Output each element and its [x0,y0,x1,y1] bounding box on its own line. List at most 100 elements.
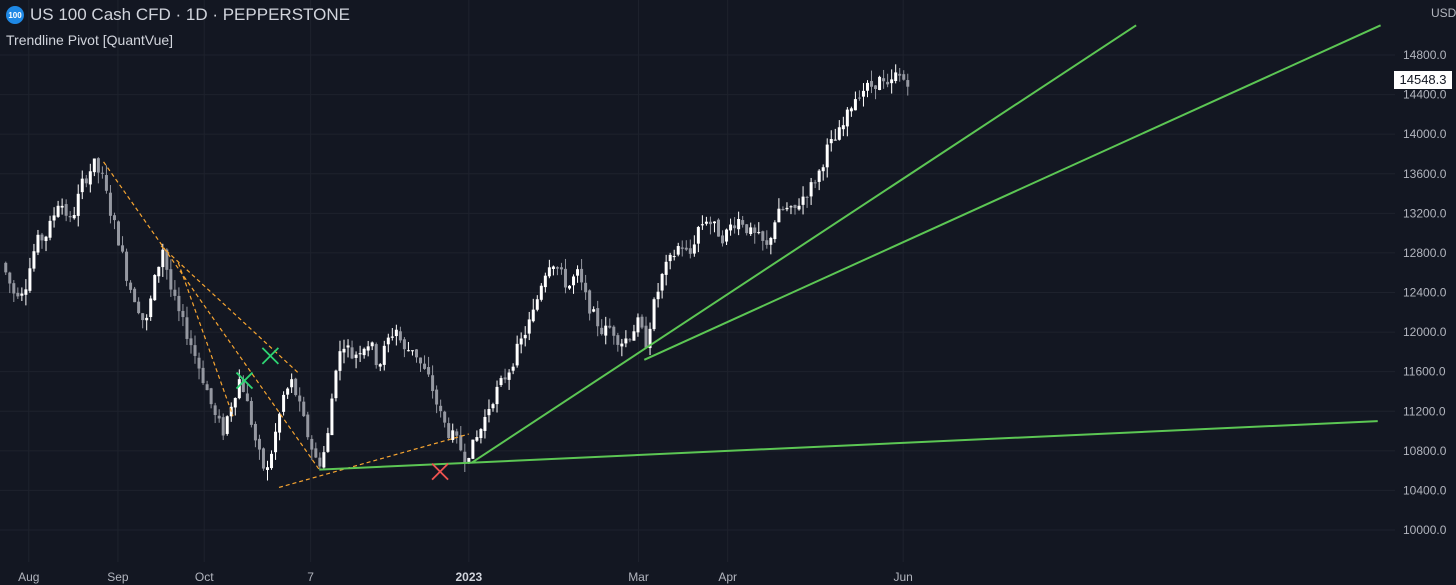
candle-body [793,204,797,208]
candle-body [117,221,121,246]
candle-body [467,457,471,462]
candle-body [410,350,414,352]
currency-label: USD [1431,6,1456,20]
candle-body [519,338,523,345]
candle-body [358,353,362,355]
candle-body [559,267,563,270]
x-tick-label: Mar [628,570,649,584]
y-tick-label: 10400.0 [1403,483,1447,497]
candle-body [721,235,725,244]
x-tick-label: Jun [893,570,912,584]
breakout-trendline [643,24,1382,361]
candle-body [906,80,910,87]
candle-body [539,285,543,300]
candle-body [479,429,483,439]
pivot-trendline [278,433,469,489]
y-tick-label: 14400.0 [1403,88,1447,102]
candle-body [104,175,108,191]
candle-body [523,334,527,339]
candle-body [547,267,551,277]
candle-body [354,354,358,358]
candle-body [898,73,902,76]
candle-body [527,319,531,334]
candle-body [636,317,640,333]
candle-body [511,366,515,371]
chart-title: US 100 Cash CFD · 1D · PEPPERSTONE [30,5,350,24]
candle-body [40,234,44,241]
candle-body [48,220,52,238]
y-tick-label: 14800.0 [1403,48,1447,62]
candle-body [572,276,576,286]
candle-body [608,325,612,328]
candle-body [60,205,64,208]
candle-body [821,167,825,172]
candle-body [96,158,100,173]
candle-body [253,423,257,441]
candle-body [394,329,398,337]
candle-body [181,310,185,318]
candle-body [632,331,636,341]
indicator-label[interactable]: Trendline Pivot [QuantVue] [6,32,174,48]
pivot-trendline [160,245,300,375]
pivot-trendline [177,262,234,417]
candle-body [326,433,330,452]
candle-body [378,364,382,367]
candle-body [471,439,475,459]
candle-body [382,345,386,365]
candle-body [169,269,173,290]
x-tick-label: 7 [307,570,314,584]
candle-body [813,182,817,184]
candle-body [874,85,878,90]
symbol-badge: 100 [6,6,24,24]
candle-body [853,99,857,111]
candle-body [233,398,237,408]
candle-body [704,221,708,224]
marker-stroke [261,347,280,365]
candle-body [568,285,572,289]
candle-body [841,125,845,130]
y-tick-label: 13600.0 [1403,167,1447,181]
candle-body [769,237,773,245]
candle-body [656,291,660,300]
breakout-trendline [319,420,1378,471]
candle-body [92,158,96,173]
candle-body [696,227,700,244]
candle-body [338,351,342,371]
candle-body [278,413,282,433]
candle-body [555,267,559,269]
candle-body [145,317,149,321]
x-tick-label: Aug [18,570,39,584]
candle-body [535,299,539,310]
candle-body [765,240,769,245]
candle-body [455,431,459,436]
y-tick-label: 12400.0 [1403,286,1447,300]
candle-body [282,394,286,412]
candle-body [576,269,580,276]
candle-body [157,266,161,277]
candle-body [475,437,479,441]
candle-body [729,224,733,231]
candle-body [209,388,213,405]
candle-body [318,457,322,467]
candle-body [499,378,503,386]
candle-body [310,438,314,450]
candle-body [515,343,519,366]
candle-body [849,108,853,112]
candle-body [781,209,785,211]
candle-body [189,338,193,346]
candle-body [483,416,487,431]
candle-body [580,268,584,283]
candle-body [16,292,20,297]
candle-body [221,417,225,436]
candle-body [829,139,833,144]
candle-body [52,215,56,221]
candle-body [817,170,821,182]
candle-body [757,232,761,234]
y-tick-label: 10000.0 [1403,523,1447,537]
candle-body [427,367,431,375]
candle-body [80,178,84,193]
candle-body [648,328,652,349]
candle-body [245,393,249,402]
